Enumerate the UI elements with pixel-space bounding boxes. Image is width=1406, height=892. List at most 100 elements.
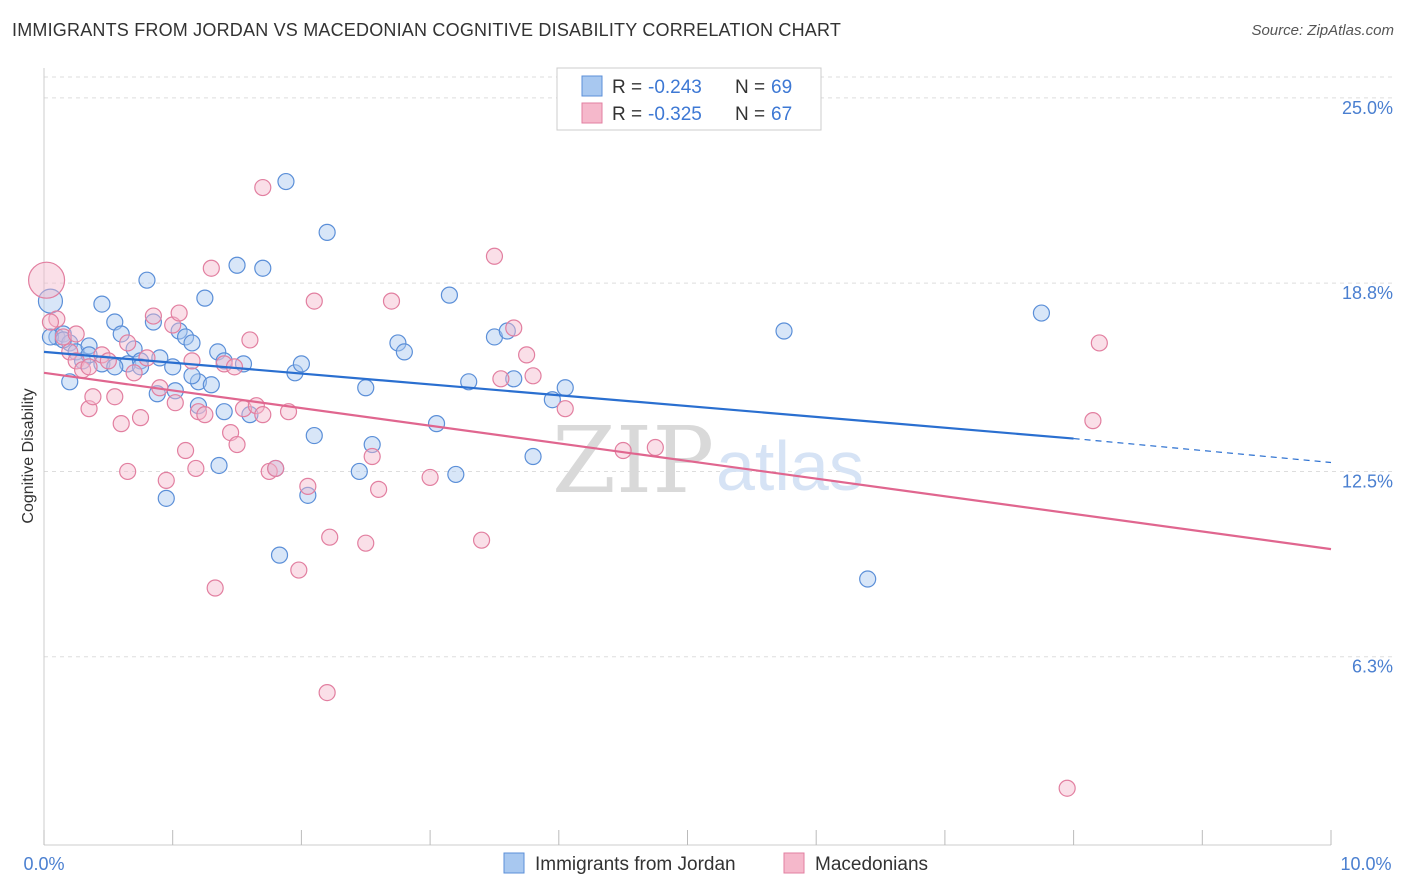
point-macedonians-45 (421, 468, 439, 487)
point-jordan-56 (556, 379, 574, 397)
trend-line-macedonians (43, 371, 1332, 551)
point-jordan-53 (505, 370, 523, 388)
y-tick-label-2: 18.8% (1342, 283, 1393, 303)
point-jordan-6 (80, 337, 98, 355)
point-jordan-65 (183, 367, 201, 385)
point-jordan-14 (138, 271, 156, 289)
point-jordan-58 (859, 570, 877, 588)
point-macedonians-18 (157, 471, 175, 490)
point-jordan-61 (157, 489, 175, 507)
point-macedonians-66 (67, 325, 85, 343)
point-macedonians-38 (305, 292, 323, 310)
point-jordan-20 (183, 334, 201, 352)
point-macedonians-16 (144, 307, 162, 325)
point-macedonians-12 (119, 334, 137, 352)
bottom-legend-swatch-macedonians (783, 852, 805, 874)
point-jordan-26 (228, 256, 246, 274)
point-macedonians-42 (363, 447, 381, 466)
legend-r-label-jordan: R = (612, 77, 642, 98)
trend-line-extension-jordan (1073, 437, 1332, 464)
chart-source: Source: ZipAtlas.com (1251, 22, 1394, 39)
point-macedonians-28 (228, 435, 246, 454)
point-macedonians-56 (187, 459, 205, 478)
point-macedonians-39 (318, 683, 336, 702)
data-points (27, 172, 1108, 797)
point-jordan-21 (189, 373, 208, 391)
point-macedonians-49 (505, 319, 523, 337)
point-macedonians-7 (84, 388, 102, 406)
point-jordan-22 (196, 289, 214, 307)
point-jordan-47 (427, 415, 446, 433)
point-jordan-29 (189, 397, 208, 415)
stats-legend: R = -0.243 N = 69 R = -0.325 N = 67 (556, 67, 822, 131)
legend-n-value-jordan: 69 (771, 77, 792, 98)
legend-r-value-jordan: -0.243 (648, 77, 702, 98)
y-axis-title: Cognitive Disability (20, 388, 37, 523)
point-jordan-23 (202, 376, 220, 394)
point-jordan-28 (254, 259, 272, 277)
point-macedonians-47 (485, 247, 504, 265)
point-macedonians-25 (202, 259, 220, 277)
point-macedonians-63 (1058, 779, 1076, 797)
point-macedonians-54 (119, 462, 137, 481)
point-jordan-8 (93, 295, 111, 313)
point-macedonians-64 (41, 313, 60, 331)
legend-swatch-macedonians (581, 102, 603, 124)
point-macedonians-60 (646, 438, 664, 457)
y-axis-tick-labels: 6.3% 12.5% 18.8% 25.0% (1342, 98, 1393, 677)
point-macedonians-20 (170, 304, 188, 322)
point-macedonians-13 (125, 364, 143, 382)
point-macedonians-65 (80, 358, 98, 376)
legend-n-label-jordan: N = (735, 77, 765, 98)
point-macedonians-58 (254, 406, 272, 424)
point-macedonians-46 (472, 531, 491, 549)
point-macedonians-44 (382, 292, 401, 310)
point-macedonians-0 (27, 261, 66, 299)
point-jordan-45 (389, 334, 407, 352)
point-jordan-64 (131, 358, 150, 376)
point-macedonians-30 (241, 331, 259, 349)
watermark-atlas: atlas (716, 427, 864, 505)
point-macedonians-61 (1084, 412, 1102, 430)
point-macedonians-48 (492, 370, 510, 388)
point-jordan-31 (241, 406, 259, 424)
point-macedonians-3 (61, 343, 79, 361)
point-jordan-41 (318, 223, 336, 241)
point-macedonians-14 (131, 409, 150, 427)
point-macedonians-8 (93, 346, 111, 364)
point-macedonians-41 (357, 534, 375, 552)
point-jordan-38 (299, 486, 317, 504)
point-macedonians-15 (138, 349, 156, 367)
y-tick-label-3: 25.0% (1342, 98, 1393, 118)
trend-lines (43, 350, 1332, 551)
legend-n-label-macedonians: N = (735, 104, 765, 125)
point-macedonians-37 (299, 477, 317, 495)
point-macedonians-36 (290, 561, 308, 579)
trend-line-jordan (43, 350, 1074, 440)
x-tick-label-0: 0.0% (23, 854, 64, 874)
legend-swatch-jordan (581, 75, 603, 97)
point-macedonians-50 (518, 346, 536, 364)
point-jordan-66 (41, 328, 60, 346)
point-jordan-50 (460, 373, 478, 391)
point-jordan-48 (440, 286, 459, 304)
bottom-legend-label-macedonians: Macedonians (815, 854, 928, 875)
point-macedonians-62 (1090, 334, 1108, 352)
point-jordan-43 (357, 379, 375, 397)
point-macedonians-32 (254, 178, 272, 197)
y-tick-label-1: 12.5% (1342, 471, 1393, 491)
point-macedonians-53 (206, 579, 224, 597)
point-macedonians-34 (267, 459, 285, 478)
point-jordan-44 (363, 435, 381, 454)
point-macedonians-55 (166, 394, 184, 412)
point-jordan-54 (524, 447, 542, 466)
point-jordan-46 (395, 343, 413, 361)
point-jordan-57 (775, 322, 793, 340)
legend-r-value-macedonians: -0.325 (648, 104, 702, 125)
bottom-legend-swatch-jordan (503, 852, 525, 874)
point-macedonians-24 (196, 406, 214, 424)
point-jordan-40 (277, 172, 295, 191)
point-jordan-49 (447, 465, 465, 484)
bottom-legend-label-jordan: Immigrants from Jordan (535, 854, 736, 875)
